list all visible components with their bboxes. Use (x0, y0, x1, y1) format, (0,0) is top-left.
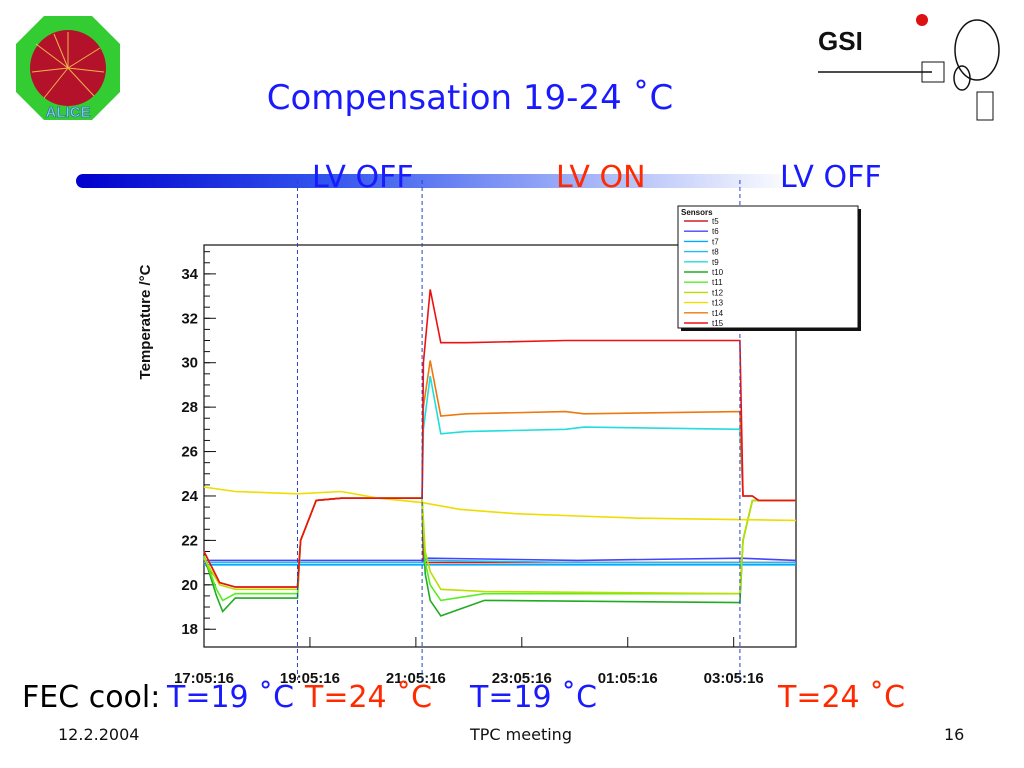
y-tick-label: 24 (181, 488, 198, 505)
gsi-logo: GSI (818, 14, 1000, 121)
x-tick-label: 23:05:16 (492, 670, 552, 687)
x-axis: 17:05:16 19:05:16 21:05:16 23:05:16 01:05:16… (174, 637, 764, 687)
legend-label-t11: t11 (712, 278, 723, 287)
legend-label-t7: t7 (712, 237, 719, 246)
x-tick-label: 17:05:16 (174, 670, 234, 687)
legend-label-t14: t14 (712, 309, 724, 318)
footer-date: 12.2.2004 (58, 725, 140, 744)
phase-boundaries (296, 180, 741, 680)
legend-label-t15: t15 (712, 319, 724, 328)
series-group (203, 289, 797, 617)
x-tick-label: 01:05:16 (598, 670, 658, 687)
y-tick-label: 34 (181, 266, 198, 283)
x-tick-label: 21:05:16 (386, 670, 446, 687)
legend-title: Sensors (681, 208, 713, 217)
legend-label-t10: t10 (712, 268, 724, 277)
legend-label-t13: t13 (712, 299, 724, 308)
y-tick-label: 28 (181, 399, 198, 416)
y-tick-label: 32 (181, 310, 198, 327)
phase-label-lv-off-2: LV OFF (780, 160, 882, 195)
fec-condition-2: T=24 ˚C (305, 680, 433, 715)
y-tick-label: 26 (181, 444, 198, 461)
y-tick-label: 20 (181, 577, 198, 594)
alice-logo: ALICE (16, 16, 120, 121)
phase-label-lv-on: LV ON (556, 160, 646, 195)
y-tick-label: 22 (181, 532, 198, 549)
y-tick-label: 18 (181, 621, 198, 638)
legend-label-t8: t8 (712, 248, 719, 257)
series-line-t12 (203, 497, 796, 595)
legend-label-t6: t6 (712, 227, 719, 236)
legend-label-t12: t12 (712, 288, 724, 297)
title-gradient-bar (76, 174, 796, 188)
legend-label-t9: t9 (712, 258, 719, 267)
x-tick-label: 03:05:16 (704, 670, 764, 687)
footer-center: TPC meeting (470, 725, 572, 744)
x-tick-label: 19:05:16 (280, 670, 340, 687)
y-axis-label: Temperature /°C (137, 264, 154, 379)
footer-page-number: 16 (944, 725, 965, 744)
fec-condition-1: T=19 ˚C (167, 680, 295, 715)
legend-box (677, 205, 859, 329)
fec-condition-4: T=24 ˚C (778, 680, 906, 715)
y-tick-label: 30 (181, 355, 198, 372)
slide-title: Compensation 19-24 ˚C (266, 78, 674, 118)
phase-label-lv-off-1: LV OFF (312, 160, 414, 195)
fec-cool-label: FEC cool: (22, 680, 161, 715)
gsi-logo-text: GSI (818, 26, 863, 56)
series-line-t8 (204, 559, 796, 564)
alice-logo-text: ALICE (46, 104, 91, 121)
fec-condition-3: T=19 ˚C (470, 680, 598, 715)
legend-label-t5: t5 (712, 217, 719, 226)
